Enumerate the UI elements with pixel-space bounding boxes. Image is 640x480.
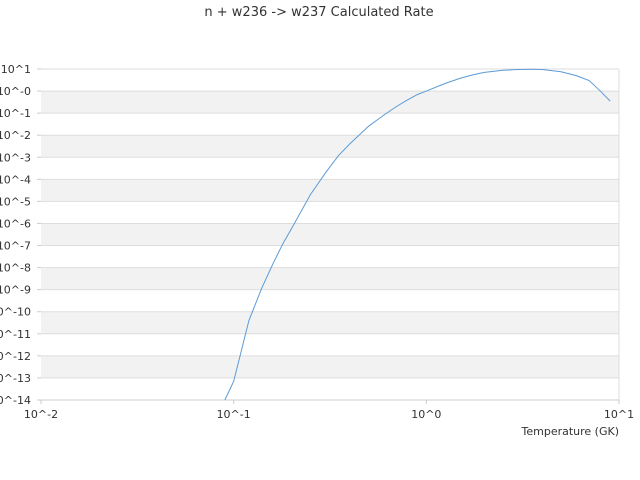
series-line [224, 68, 611, 401]
grid-band [41, 91, 619, 114]
series-layer [224, 68, 611, 401]
y-tick-label: 10^-13 [0, 372, 31, 385]
y-tick-label: 10^-2 [0, 129, 31, 142]
grid-band [41, 311, 619, 334]
y-tick-label: 10^-9 [0, 284, 31, 297]
y-tick-label: 10^-11 [0, 328, 31, 341]
x-axis: 10^-2 10^-1 10^0 10^1 [24, 399, 634, 421]
y-tick-label: 10^-4 [0, 173, 31, 186]
y-tick-label: 10^-1 [0, 107, 31, 120]
grid-lines [41, 68, 620, 401]
x-tick-label: 10^-1 [217, 408, 251, 421]
grid-band [41, 267, 619, 290]
y-tick-label: 10^-3 [0, 151, 31, 164]
y-tick-label: 10^1 [1, 63, 31, 76]
y-tick-label: 10^-5 [0, 195, 31, 208]
y-axis: 10^1 10^-0 10^-1 10^-2 10^-3 10^-4 10^-5 10^-6 1… [0, 63, 41, 407]
grid-band [41, 135, 619, 158]
y-tick-label: 10^-8 [0, 262, 31, 275]
chart-title: n + w236 -> w237 Calculated Rate [204, 5, 433, 20]
y-tick-label: 10^-6 [0, 217, 31, 230]
grid-band [41, 179, 619, 202]
grid-band [41, 355, 619, 378]
x-tick-label: 10^-2 [24, 408, 58, 421]
y-tick-label: 10^-10 [0, 306, 31, 319]
grid-band [41, 223, 619, 246]
y-tick-label: 10^-14 [0, 394, 31, 407]
y-tick-label: 10^-7 [0, 240, 31, 253]
x-tick-label: 10^0 [411, 408, 441, 421]
x-axis-label: Temperature (GK) [521, 425, 620, 438]
grid-bands [41, 91, 619, 378]
y-tick-label: 10^-0 [0, 85, 31, 98]
x-tick-label: 10^1 [604, 408, 634, 421]
y-tick-label: 10^-12 [0, 350, 31, 363]
